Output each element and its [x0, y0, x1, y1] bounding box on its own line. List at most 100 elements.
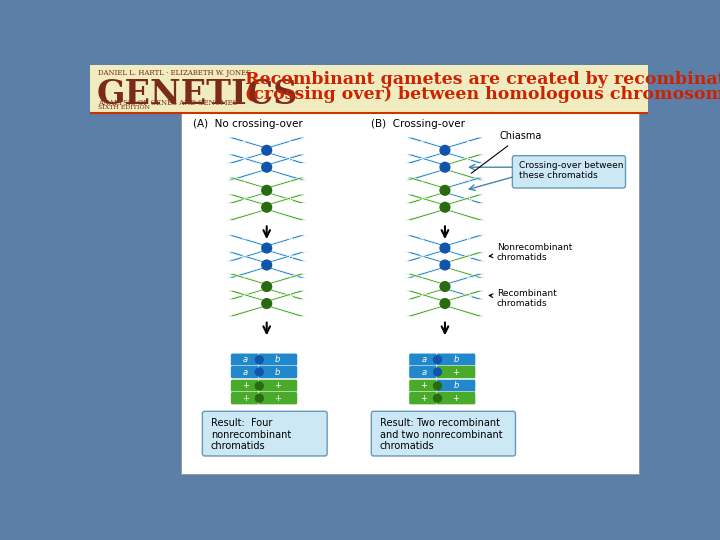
- Circle shape: [256, 356, 264, 363]
- Text: (B)  Crossing-over: (B) Crossing-over: [372, 119, 465, 130]
- Circle shape: [256, 394, 264, 402]
- Circle shape: [440, 243, 450, 253]
- Circle shape: [433, 394, 441, 402]
- Polygon shape: [405, 273, 448, 285]
- Circle shape: [256, 382, 264, 390]
- Circle shape: [440, 299, 450, 308]
- Text: +: +: [418, 275, 425, 284]
- Text: a: a: [419, 253, 424, 262]
- Polygon shape: [442, 306, 485, 316]
- Polygon shape: [264, 273, 307, 285]
- Circle shape: [433, 382, 441, 390]
- Polygon shape: [226, 177, 269, 188]
- FancyBboxPatch shape: [258, 379, 297, 393]
- FancyBboxPatch shape: [230, 366, 261, 379]
- Text: a: a: [421, 355, 426, 364]
- Text: b: b: [287, 253, 293, 262]
- FancyBboxPatch shape: [258, 353, 297, 366]
- Text: b: b: [454, 355, 459, 364]
- Text: ANALYSIS OF GENES AND GENOMES: ANALYSIS OF GENES AND GENOMES: [98, 99, 238, 107]
- Polygon shape: [264, 152, 307, 164]
- Circle shape: [262, 243, 271, 253]
- Text: +: +: [287, 275, 294, 284]
- Polygon shape: [442, 235, 485, 246]
- Polygon shape: [442, 194, 485, 205]
- Text: Nonrecombinant
chromatids: Nonrecombinant chromatids: [490, 242, 572, 262]
- Polygon shape: [405, 177, 448, 188]
- Circle shape: [262, 145, 271, 155]
- Text: +: +: [240, 275, 247, 284]
- Polygon shape: [264, 177, 307, 188]
- Polygon shape: [442, 177, 485, 188]
- Polygon shape: [226, 306, 269, 316]
- Text: Recombinant gametes are created by recombination: Recombinant gametes are created by recom…: [245, 71, 720, 88]
- Text: a: a: [240, 156, 246, 165]
- Circle shape: [440, 185, 450, 195]
- Circle shape: [440, 282, 450, 292]
- Polygon shape: [264, 291, 307, 301]
- Circle shape: [262, 163, 271, 172]
- Polygon shape: [442, 289, 485, 300]
- Polygon shape: [442, 210, 485, 220]
- Circle shape: [440, 202, 450, 212]
- FancyBboxPatch shape: [436, 392, 476, 405]
- Polygon shape: [442, 252, 485, 263]
- Circle shape: [440, 145, 450, 155]
- Text: a: a: [243, 368, 248, 376]
- Text: Chiasma: Chiasma: [472, 131, 541, 173]
- Polygon shape: [264, 289, 307, 300]
- Polygon shape: [226, 291, 269, 301]
- Text: b: b: [454, 381, 459, 390]
- Text: +: +: [465, 179, 472, 187]
- Text: b: b: [275, 368, 281, 376]
- Text: SIXTH EDITION: SIXTH EDITION: [98, 105, 150, 110]
- Text: Recombinant
chromatids: Recombinant chromatids: [490, 289, 557, 308]
- Polygon shape: [442, 169, 485, 180]
- Text: +: +: [287, 292, 294, 301]
- Polygon shape: [226, 154, 269, 165]
- Text: +: +: [240, 292, 247, 301]
- Polygon shape: [264, 169, 307, 180]
- Polygon shape: [405, 252, 448, 263]
- Text: b: b: [466, 237, 471, 245]
- Text: a: a: [240, 139, 246, 147]
- Text: Result:  Four
nonrecombinant
chromatids: Result: Four nonrecombinant chromatids: [211, 418, 291, 451]
- Polygon shape: [405, 306, 448, 316]
- Polygon shape: [405, 152, 448, 164]
- FancyBboxPatch shape: [436, 353, 476, 366]
- Text: a: a: [419, 139, 424, 147]
- FancyBboxPatch shape: [436, 379, 476, 393]
- Polygon shape: [226, 252, 269, 263]
- Text: +: +: [240, 195, 247, 205]
- Polygon shape: [226, 137, 269, 148]
- Polygon shape: [264, 306, 307, 316]
- Text: +: +: [418, 292, 425, 301]
- Polygon shape: [264, 194, 307, 205]
- Polygon shape: [405, 169, 448, 180]
- Polygon shape: [405, 210, 448, 220]
- Polygon shape: [442, 192, 485, 204]
- Text: +: +: [274, 381, 282, 390]
- Text: +: +: [453, 368, 459, 376]
- Text: +: +: [287, 195, 294, 205]
- Text: a: a: [419, 237, 424, 245]
- Circle shape: [262, 260, 271, 270]
- Text: a: a: [243, 355, 248, 364]
- Polygon shape: [405, 291, 448, 301]
- Text: GENETICS: GENETICS: [96, 78, 297, 111]
- Text: +: +: [242, 394, 249, 403]
- Polygon shape: [405, 235, 448, 246]
- Text: b: b: [287, 139, 293, 147]
- Text: +: +: [465, 292, 472, 301]
- Polygon shape: [442, 154, 485, 165]
- Text: b: b: [466, 139, 471, 147]
- Text: +: +: [420, 394, 427, 403]
- Polygon shape: [226, 210, 269, 220]
- Polygon shape: [264, 210, 307, 220]
- Circle shape: [256, 368, 264, 376]
- FancyBboxPatch shape: [436, 366, 476, 379]
- Polygon shape: [226, 192, 269, 204]
- Circle shape: [440, 260, 450, 270]
- FancyBboxPatch shape: [409, 392, 438, 405]
- Circle shape: [262, 299, 271, 308]
